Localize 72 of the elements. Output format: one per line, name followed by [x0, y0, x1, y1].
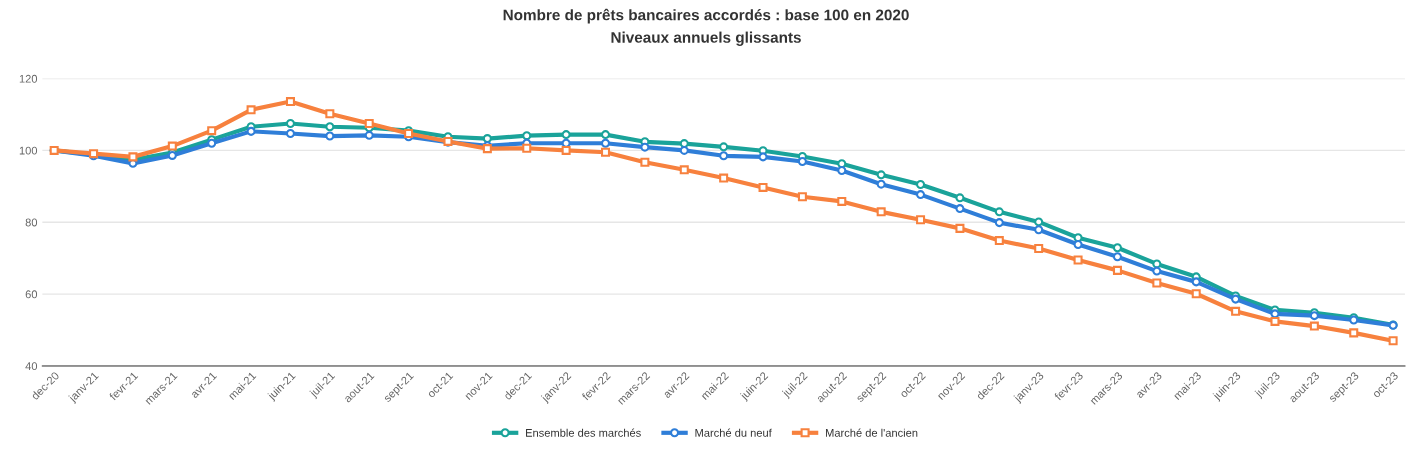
point	[167, 141, 177, 151]
point	[916, 180, 926, 190]
point	[1152, 266, 1162, 276]
legend-label: Marché de l'ancien	[825, 428, 918, 437]
point	[207, 126, 217, 136]
point	[640, 142, 650, 152]
point	[285, 97, 295, 107]
point	[246, 105, 256, 115]
point	[994, 218, 1004, 228]
point	[719, 173, 729, 183]
point	[679, 165, 689, 175]
point	[994, 207, 1004, 217]
y-tick-label: 120	[19, 74, 38, 83]
point	[285, 118, 295, 128]
point	[1231, 306, 1241, 316]
point	[325, 109, 335, 119]
point	[916, 190, 926, 200]
point	[955, 223, 965, 233]
y-tick-label: 80	[25, 218, 38, 227]
y-tick-label: 40	[25, 362, 38, 371]
point	[955, 193, 965, 203]
point	[1152, 278, 1162, 288]
point	[561, 130, 571, 140]
point	[1034, 243, 1044, 253]
point	[364, 130, 374, 140]
point	[837, 166, 847, 176]
point	[1191, 277, 1201, 287]
point	[364, 118, 374, 128]
point	[285, 129, 295, 139]
point	[246, 126, 256, 136]
point	[600, 147, 611, 157]
point	[640, 157, 650, 167]
point	[719, 151, 729, 161]
point	[916, 215, 926, 225]
y-tick-label: 60	[25, 290, 38, 299]
point	[325, 122, 335, 132]
point	[522, 143, 532, 153]
point	[600, 130, 611, 140]
point	[1309, 321, 1319, 331]
point	[955, 204, 965, 214]
point	[561, 145, 571, 155]
point	[719, 142, 729, 152]
point	[1112, 265, 1122, 275]
point	[797, 192, 807, 202]
y-tick-label: 100	[19, 146, 38, 155]
point	[1112, 252, 1122, 262]
point	[1073, 255, 1083, 265]
chart-subtitle: Niveaux annuels glissants	[611, 31, 801, 46]
point	[876, 170, 886, 180]
point	[1112, 243, 1122, 253]
point	[1073, 240, 1083, 250]
point	[1034, 225, 1044, 235]
chart-title: Nombre de prêts bancaires accordés : base 100 en 2020	[503, 8, 909, 24]
point	[994, 236, 1004, 246]
point	[758, 182, 768, 192]
point	[600, 138, 611, 148]
point	[522, 131, 532, 141]
point	[679, 145, 689, 155]
legend-label: Ensemble des marchés	[526, 428, 641, 437]
point	[1034, 217, 1044, 227]
point	[876, 207, 886, 217]
point	[1191, 289, 1201, 299]
point	[325, 131, 335, 141]
point	[1270, 316, 1280, 326]
point	[837, 196, 847, 206]
point	[876, 179, 886, 189]
point	[1388, 336, 1398, 346]
point	[1349, 328, 1359, 338]
point	[758, 152, 768, 162]
legend-label: Marché du neuf	[695, 428, 772, 437]
point	[1152, 259, 1162, 269]
point	[797, 157, 807, 167]
